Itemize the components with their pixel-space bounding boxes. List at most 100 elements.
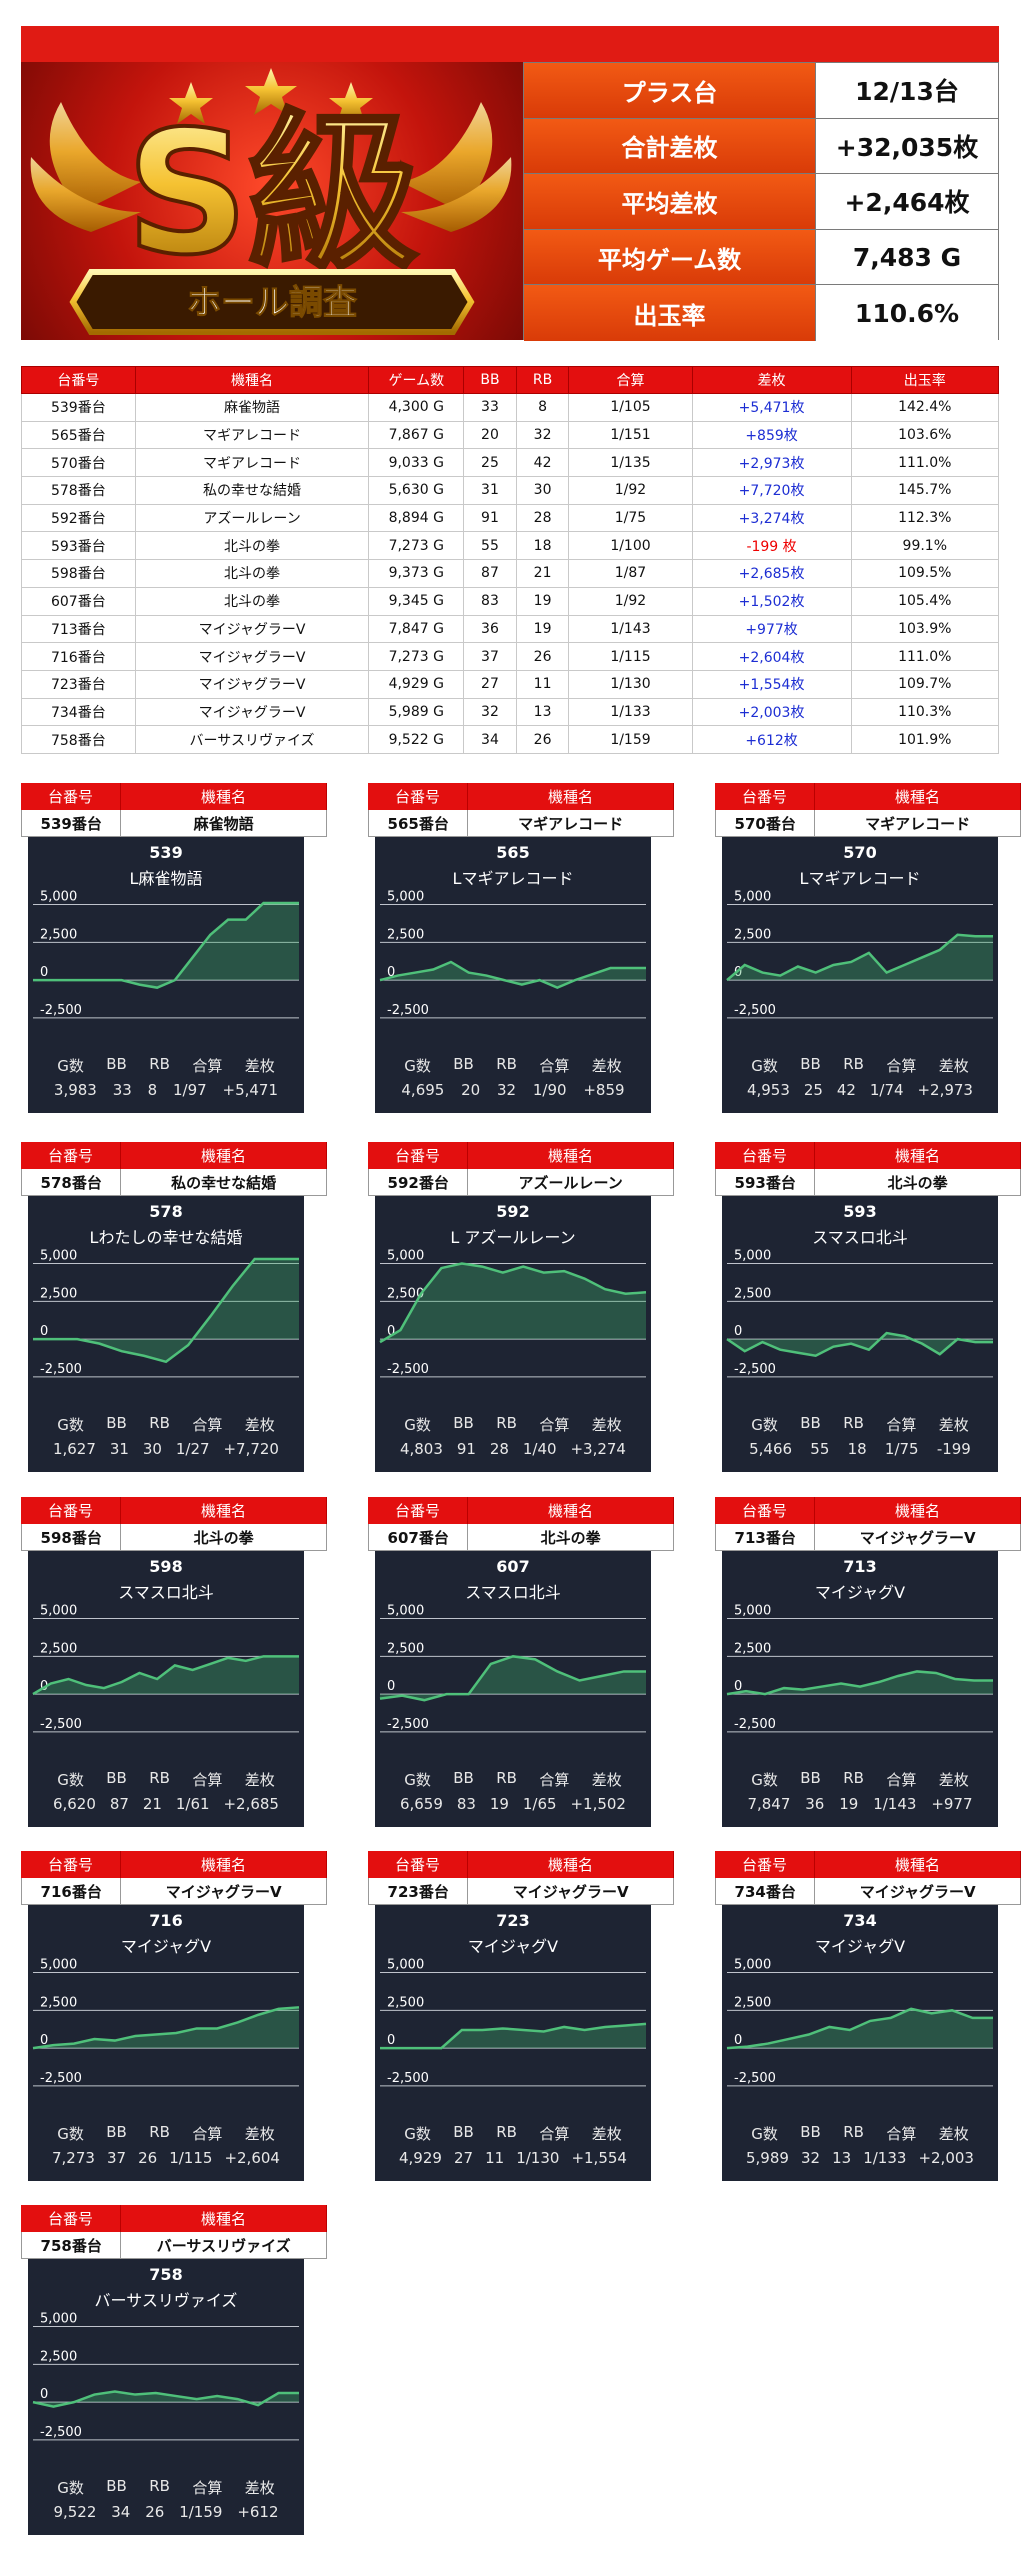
card-machine-no: 578番台: [22, 1169, 122, 1195]
y-tick-label: 0: [734, 1324, 742, 1339]
graph-stat-header: RB: [496, 1055, 517, 1073]
graph-chart: 5,000 2,500 0 -2,500: [32, 2312, 299, 2441]
table-cell: 1/133: [568, 697, 693, 727]
y-tick-label: 5,000: [387, 1604, 424, 1619]
graph-title: 592: [496, 1202, 530, 1221]
y-tick-label: 2,500: [387, 1286, 424, 1301]
series-line: [32, 1655, 299, 1696]
table-cell: 19: [515, 614, 570, 644]
table-cell: 7,273 G: [368, 642, 465, 671]
table-cell: +612枚: [691, 725, 852, 754]
graph-stat-value: 1/115: [169, 2149, 213, 2167]
table-row: 734番台 マイジャグラーV 5,989 G 32 13 1/133 +2,003枚 110.…: [21, 697, 1000, 727]
graph-title: 565: [496, 843, 530, 862]
y-tick-label: 5,000: [40, 1249, 77, 1264]
series-line: [32, 2006, 300, 2050]
graph-subtitle: Lわたしの幸せな結婚: [89, 1228, 243, 1247]
card-info-row: 716番台 マイジャグラーV: [21, 1878, 327, 1905]
summary-stat-row: 合計差枚 +32,035枚: [524, 118, 998, 175]
card-header-machine-name: 機種名: [121, 1851, 327, 1878]
graph-stat-value: 4,929: [399, 2149, 442, 2167]
graph-stat-value: 28: [489, 1440, 509, 1458]
machine-card: 台番号 機種名 734番台 マイジャグラーV 734 マイジャグV 5,000 2,500 0 -…: [715, 1851, 1021, 2181]
graph-stat-value: 1/133: [863, 2149, 907, 2167]
summary-stat-label: 出玉率: [524, 285, 816, 341]
y-tick-label: 0: [40, 1324, 48, 1339]
card-machine-name: マギアレコード: [815, 810, 1020, 836]
graph-panel: 598 スマスロ北斗 5,000 2,500 0 -2,500 G数 BB RB 合算 差枚 6,62…: [28, 1551, 304, 1827]
card-header-machine-no: 台番号: [21, 783, 121, 810]
graph-stat-value: 4,695: [401, 1081, 445, 1099]
card-machine-name: バーサスリヴァイズ: [121, 2232, 326, 2258]
graph-stat-header: 差枚: [244, 1771, 275, 1789]
graph-stat-value: 19: [839, 1795, 859, 1813]
y-tick-label: 2,500: [734, 1641, 771, 1656]
table-cell: 713番台: [21, 614, 136, 644]
graph-stat-value: +859: [583, 1081, 625, 1099]
table-cell: +1,502枚: [691, 586, 852, 616]
summary-stat-value: +32,035枚: [816, 118, 998, 174]
machine-card: 台番号 機種名 539番台 麻雀物語 539 L麻雀物語 5,000 2,500 0 -2,500…: [21, 783, 327, 1113]
graph-stat-value: +5,471: [222, 1081, 279, 1099]
table-cell: マイジャグラーV: [134, 614, 370, 644]
graph-stat-value: 1/130: [516, 2149, 560, 2167]
machine-card: 台番号 機種名 565番台 マギアレコード 565 Lマギアレコード 5,000 2,500 0…: [368, 783, 674, 1113]
card-header: 台番号 機種名: [368, 1497, 674, 1524]
graph-chart: 5,000 2,500 0 -2,500: [32, 1958, 300, 2087]
graph-chart: 5,000 2,500 0 -2,500: [726, 1958, 993, 2087]
top-red-bar: [21, 26, 999, 62]
card-header: 台番号 機種名: [715, 1851, 1021, 1878]
table-header-cell: ゲーム数: [368, 366, 465, 394]
series-line: [380, 2022, 647, 2050]
table-cell: 1/143: [568, 614, 693, 644]
graph-stat-value: 55: [810, 1440, 830, 1458]
card-machine-no: 734番台: [716, 1878, 816, 1904]
graph-stat-value: 1/90: [532, 1081, 567, 1099]
graph-panel: 607 スマスロ北斗 5,000 2,500 0 -2,500 G数 BB RB 合算 差枚 6,65…: [375, 1551, 651, 1827]
graph-subtitle: マイジャグV: [814, 1583, 906, 1602]
y-tick-label: 2,500: [40, 1286, 77, 1301]
card-info-row: 598番台 北斗の拳: [21, 1524, 327, 1551]
y-tick-label: -2,500: [40, 1003, 82, 1018]
graph-stat-headers: G数 BB RB 合算 差枚: [375, 2123, 651, 2144]
card-machine-no: 598番台: [22, 1524, 122, 1550]
y-tick-label: 5,000: [387, 1958, 424, 1973]
graph-stat-header: 差枚: [244, 1416, 275, 1434]
graph-stat-values: 4,953 25 42 1/74 +2,973: [722, 1081, 998, 1099]
table-header-cell: 出玉率: [850, 366, 1000, 394]
graph-stat-header: G数: [751, 2125, 778, 2143]
card-header-machine-no: 台番号: [368, 1142, 468, 1169]
table-cell: 37: [463, 642, 517, 671]
graph-subtitle: スマスロ北斗: [812, 1228, 908, 1247]
table-cell: +1,554枚: [691, 669, 852, 699]
card-machine-name: 私の幸せな結婚: [121, 1169, 326, 1195]
graph-stat-value: 32: [497, 1081, 517, 1099]
card-info-row: 578番台 私の幸せな結婚: [21, 1169, 327, 1196]
table-row: 607番台 北斗の拳 9,345 G 83 19 1/92 +1,502枚 105.4%: [21, 586, 1000, 616]
table-row: 565番台 マギアレコード 7,867 G 20 32 1/151 +859枚 103.6%: [21, 420, 1000, 450]
card-header-machine-no: 台番号: [368, 1497, 468, 1524]
graph-stat-value: 20: [461, 1081, 481, 1099]
card-machine-name: 北斗の拳: [815, 1169, 1020, 1195]
graph-stat-headers: G数 BB RB 合算 差枚: [722, 2123, 998, 2144]
graph-stat-header: 合算: [192, 1416, 223, 1434]
graph-stat-header: 差枚: [591, 1416, 622, 1434]
graph-stat-values: 7,847 36 19 1/143 +977: [722, 1795, 998, 1813]
graph-stat-header: BB: [106, 1414, 127, 1432]
y-tick-label: -2,500: [40, 1362, 82, 1377]
card-header-machine-no: 台番号: [21, 1142, 121, 1169]
table-cell: マギアレコード: [134, 420, 370, 450]
card-info-row: 758番台 バーサスリヴァイズ: [21, 2232, 327, 2259]
graph-stat-header: BB: [106, 2123, 127, 2141]
table-cell: 99.1%: [850, 531, 1000, 561]
graph-stat-header: G数: [57, 1771, 84, 1789]
card-header: 台番号 機種名: [368, 1142, 674, 1169]
graph-stat-value: 7,847: [747, 1795, 791, 1813]
graph-stat-value: 83: [456, 1795, 476, 1813]
card-machine-name: マイジャグラーV: [121, 1878, 326, 1904]
graph-stat-header: RB: [496, 1414, 517, 1432]
table-cell: 111.0%: [850, 642, 1000, 671]
graph-panel: 578 Lわたしの幸せな結婚 5,000 2,500 0 -2,500 G数 BB RB 合算 差枚…: [28, 1196, 304, 1472]
graph-stat-value: 1/97: [172, 1081, 207, 1099]
graph-chart: 5,000 2,500 0 -2,500: [379, 1604, 646, 1733]
